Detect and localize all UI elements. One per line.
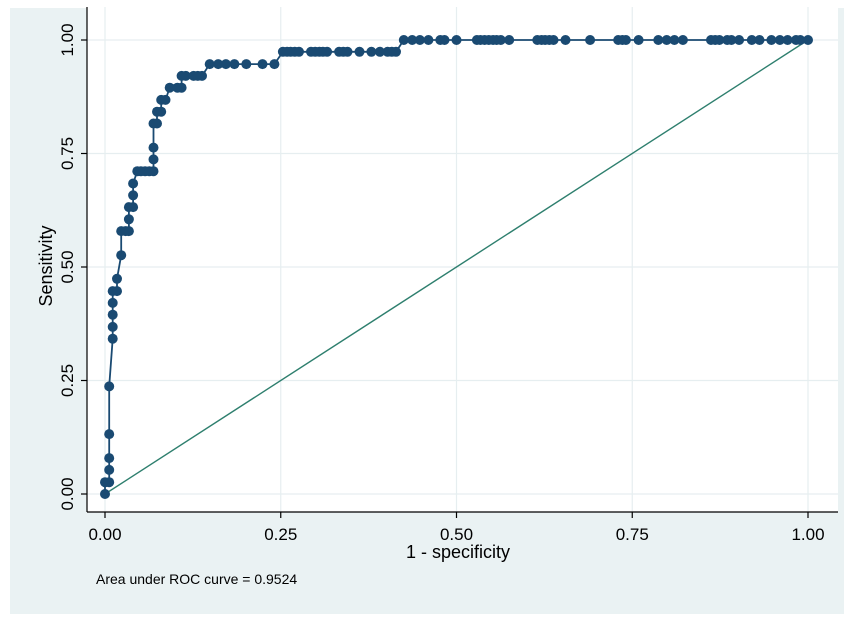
roc-point [107,321,118,332]
roc-point [661,35,672,45]
x-tick-label: 0.25 [264,525,297,544]
roc-point [423,35,434,45]
roc-point [585,35,596,45]
roc-point [148,166,159,177]
roc-point [766,35,777,45]
roc-point [439,35,450,45]
roc-point [391,46,401,57]
roc-point [104,453,115,464]
roc-point [734,35,745,45]
roc-point [257,59,268,70]
roc-point [128,178,139,189]
roc-point [548,35,559,45]
roc-point [620,35,631,45]
roc-point [803,35,813,45]
roc-point [104,429,115,440]
roc-point [128,190,139,201]
roc-point [204,59,215,70]
y-tick-label: 0.75 [58,137,77,170]
roc-point [754,35,765,45]
x-tick-label: 0.00 [88,525,121,544]
roc-point [342,46,353,57]
roc-point [104,477,115,488]
roc-point [414,35,425,45]
roc-point [560,35,571,45]
tick-labels: 0.00 0.25 0.50 0.75 1.00 0.00 0.25 0.50 0.75 1.00 [58,23,825,544]
roc-point [669,35,680,45]
roc-point [104,464,115,475]
y-tick-label: 0.25 [58,364,77,397]
roc-point [366,46,377,57]
x-tick-label: 1.00 [791,525,824,544]
y-axis-title: Sensitivity [36,225,56,306]
roc-point [504,35,515,45]
roc-point [104,381,115,392]
roc-point [398,35,409,45]
roc-point [176,82,187,93]
roc-point [374,46,385,57]
roc-point [100,489,110,499]
roc-point [782,35,793,45]
roc-point [294,46,304,57]
roc-point [354,46,365,57]
y-tick-label: 0.50 [58,250,77,283]
roc-point [156,106,167,117]
x-tick-label: 0.50 [440,525,473,544]
roc-point [112,286,122,297]
roc-point [714,35,725,45]
roc-point [407,35,418,45]
roc-point [677,35,688,45]
y-tick-label: 0.00 [58,477,77,510]
roc-point [795,35,806,45]
roc-point [116,250,127,261]
roc-curve-group [100,35,813,499]
roc-point [164,82,175,93]
roc-point [107,297,118,308]
roc-point [160,94,171,105]
roc-point [229,59,240,70]
auc-note: Area under ROC curve = 0.9524 [96,571,297,587]
roc-point [322,46,333,57]
roc-point [495,35,506,45]
y-tick-label: 1.00 [58,23,77,56]
roc-point [220,59,231,70]
x-tick-label: 0.75 [616,525,649,544]
roc-point [197,70,207,81]
roc-point [269,59,280,70]
reference-line [104,39,809,495]
x-axis-title: 1 - specificity [406,542,510,562]
roc-point [148,142,159,153]
roc-point [128,202,139,213]
roc-point [241,59,252,70]
roc-point [123,214,134,225]
roc-point [148,154,159,165]
roc-point [112,273,122,284]
roc-point [633,35,644,45]
roc-point [746,35,757,45]
roc-point [152,118,162,129]
roc-point [774,35,785,45]
roc-point [123,226,134,237]
roc-point [180,70,191,81]
roc-point [451,35,462,45]
roc-point [107,333,118,344]
roc-point [107,309,118,320]
plot-area [87,7,838,512]
reference-line-group [104,39,809,495]
roc-point [726,35,737,45]
roc-point [213,59,224,70]
roc-point [653,35,664,45]
axes [81,7,838,518]
